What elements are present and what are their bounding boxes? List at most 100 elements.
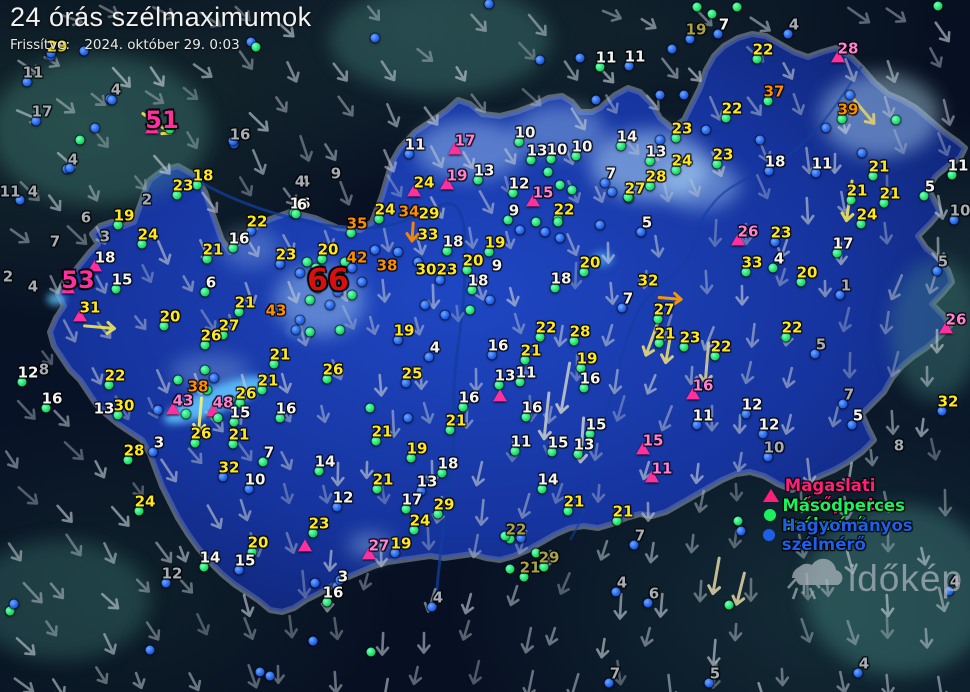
wind-direction-arrow xyxy=(884,408,902,444)
station-value: 22 xyxy=(752,40,774,59)
station-value: 11 xyxy=(624,47,646,66)
wind-direction-arrow xyxy=(501,283,524,316)
wind-direction-arrow xyxy=(775,57,803,90)
station-value: 4 xyxy=(67,150,79,169)
wind-direction-arrow xyxy=(727,568,753,615)
station-value: 4 xyxy=(294,172,306,191)
station-value: 12 xyxy=(17,363,39,382)
wind-direction-arrow xyxy=(798,144,818,183)
station-value: 25 xyxy=(401,364,423,383)
station-value: 21 xyxy=(257,371,279,390)
green-sensor-dot xyxy=(269,359,279,369)
wind-direction-arrow xyxy=(540,623,564,656)
station-value: 10 xyxy=(571,137,593,156)
station-value: 26 xyxy=(945,310,967,329)
station-value: 13 xyxy=(93,399,115,418)
wind-direction-arrow xyxy=(930,127,958,166)
wind-direction-arrow xyxy=(799,195,817,233)
wind-direction-arrow xyxy=(918,364,934,395)
green-sensor-dot xyxy=(190,438,200,448)
station-value: 29 xyxy=(418,204,440,223)
station-value: 21 xyxy=(371,422,393,441)
wind-direction-arrow xyxy=(140,84,176,115)
station-value: 20 xyxy=(159,307,181,326)
wind-direction-arrow xyxy=(181,441,213,475)
wind-direction-arrow xyxy=(731,412,748,442)
wind-direction-arrow xyxy=(245,145,274,185)
station-value: 17 xyxy=(31,102,53,121)
wind-direction-arrow xyxy=(467,273,493,311)
wind-direction-arrow xyxy=(199,499,231,540)
wind-direction-arrow xyxy=(317,226,342,259)
station-value: 23 xyxy=(308,514,330,533)
wind-direction-arrow xyxy=(827,150,844,181)
station-value: 8 xyxy=(893,436,905,455)
green-sensor-dot xyxy=(465,305,475,315)
wind-direction-arrow xyxy=(35,345,64,377)
green-sensor-dot xyxy=(213,413,223,423)
station-value: 16 xyxy=(579,369,601,388)
station-value: 9 xyxy=(491,256,503,275)
wind-direction-arrow xyxy=(607,391,633,431)
station-value: 12 xyxy=(508,174,530,193)
wind-direction-arrow xyxy=(511,36,546,72)
station-value: 26 xyxy=(235,384,257,403)
wind-direction-arrow xyxy=(773,666,790,692)
wind-direction-arrow xyxy=(793,614,820,653)
station-value: 11 xyxy=(515,363,537,382)
green-sensor-dot xyxy=(508,188,518,198)
wind-direction-arrow xyxy=(923,435,946,470)
blue-sensor-dot xyxy=(161,578,171,588)
wind-direction-arrow xyxy=(550,322,571,356)
station-value: 3 xyxy=(99,227,111,246)
station-value: 53 xyxy=(61,266,95,294)
wind-direction-arrow xyxy=(936,487,953,524)
wind-direction-arrow xyxy=(276,182,308,217)
green-dot-icon xyxy=(760,509,779,521)
wind-direction-arrow xyxy=(281,612,301,647)
station-value: 27 xyxy=(218,316,240,335)
station-value: 13 xyxy=(526,141,548,160)
station-value: 7 xyxy=(634,526,646,545)
high-altitude-triangle-icon xyxy=(526,194,540,207)
wind-direction-arrow xyxy=(498,228,521,260)
station-value: 2 xyxy=(2,267,14,286)
station-value: 33 xyxy=(417,225,439,244)
legend-item-traditional: Hagyományos szélmérő xyxy=(760,516,970,554)
green-sensor-dot xyxy=(555,180,565,190)
wind-direction-arrow xyxy=(654,52,689,90)
station-value: 33 xyxy=(741,253,763,272)
wind-direction-arrow xyxy=(278,527,304,563)
station-value: 26 xyxy=(200,326,222,345)
station-value: 43 xyxy=(265,301,287,320)
wind-direction-arrow xyxy=(839,546,864,584)
station-value: 22 xyxy=(721,99,743,118)
station-value: 7 xyxy=(843,385,855,404)
blue-sensor-dot xyxy=(540,227,550,237)
wind-direction-arrow xyxy=(930,673,952,692)
wind-direction-arrow xyxy=(545,479,570,514)
wind-direction-arrow xyxy=(375,675,397,692)
station-value: 11 xyxy=(947,156,969,175)
wind-direction-arrow xyxy=(877,219,897,253)
green-sensor-dot xyxy=(229,417,239,427)
green-sensor-dot xyxy=(258,457,268,467)
blue-sensor-dot xyxy=(295,268,305,278)
wind-direction-arrow xyxy=(373,478,394,513)
green-sensor-dot xyxy=(571,151,581,161)
wind-direction-arrow xyxy=(420,525,438,559)
wind-direction-arrow xyxy=(682,364,700,394)
wind-direction-arrow xyxy=(817,277,833,304)
wind-direction-arrow xyxy=(11,393,47,430)
wind-direction-arrow xyxy=(729,449,750,481)
wind-direction-arrow xyxy=(13,175,50,213)
wind-direction-arrow xyxy=(55,6,93,32)
wind-direction-arrow xyxy=(403,219,421,250)
wind-direction-arrow xyxy=(194,5,232,38)
station-value: 21 xyxy=(372,470,394,489)
station-value: 17 xyxy=(454,131,476,150)
station-value: 27 xyxy=(624,179,646,198)
wind-direction-arrow xyxy=(464,656,488,692)
station-value: 21 xyxy=(563,492,585,511)
